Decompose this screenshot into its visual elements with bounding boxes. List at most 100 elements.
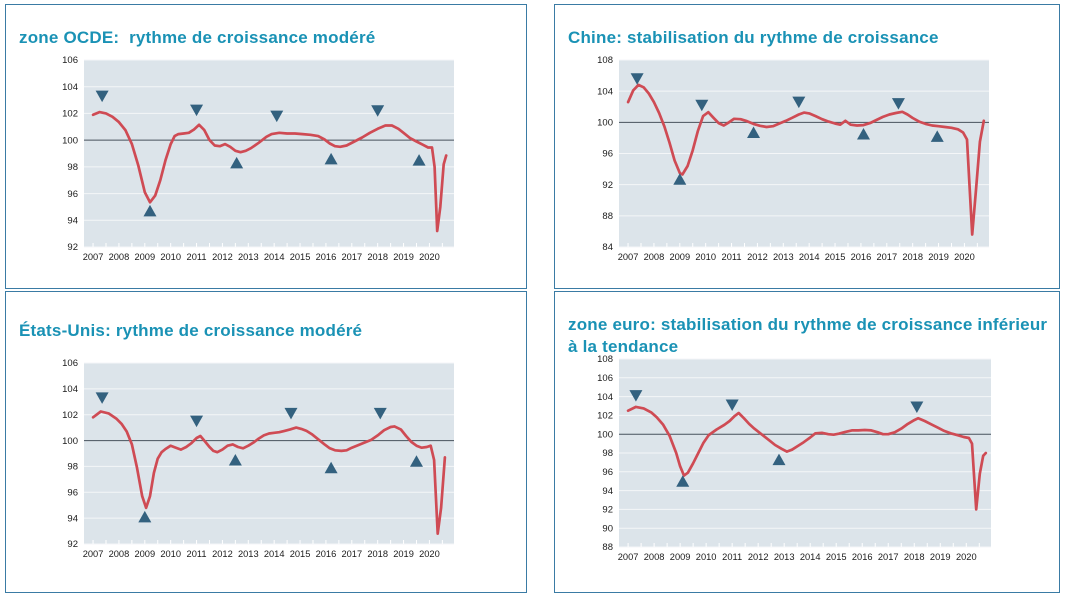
svg-text:2009: 2009 <box>134 549 155 559</box>
svg-text:2013: 2013 <box>773 252 794 262</box>
turning-point-down-marker <box>190 104 204 117</box>
svg-text:98: 98 <box>67 462 78 473</box>
svg-text:100: 100 <box>597 118 613 129</box>
svg-text:92: 92 <box>602 505 613 516</box>
svg-text:2007: 2007 <box>83 252 104 262</box>
turning-point-down-marker <box>284 407 298 420</box>
svg-text:2019: 2019 <box>928 252 949 262</box>
turning-point-up-marker <box>143 204 157 217</box>
svg-text:2014: 2014 <box>800 552 821 562</box>
svg-text:108: 108 <box>597 354 613 365</box>
turning-point-down-marker <box>190 415 204 428</box>
turning-point-down-marker <box>725 399 739 412</box>
svg-text:100: 100 <box>62 135 78 146</box>
svg-text:2010: 2010 <box>160 252 181 262</box>
svg-text:102: 102 <box>62 410 78 421</box>
turning-point-up-marker <box>747 126 761 138</box>
svg-text:90: 90 <box>602 523 613 534</box>
svg-text:100: 100 <box>62 436 78 447</box>
turning-point-down-marker <box>371 105 385 117</box>
svg-text:2007: 2007 <box>618 252 639 262</box>
svg-text:104: 104 <box>62 384 78 395</box>
svg-text:2016: 2016 <box>852 552 873 562</box>
svg-text:106: 106 <box>62 55 78 66</box>
turning-point-up-marker <box>409 455 423 467</box>
turning-point-up-marker <box>324 461 338 474</box>
svg-text:98: 98 <box>602 448 613 459</box>
svg-text:94: 94 <box>67 513 78 524</box>
svg-text:2013: 2013 <box>774 552 795 562</box>
svg-text:2014: 2014 <box>799 252 820 262</box>
svg-text:88: 88 <box>602 542 613 553</box>
svg-text:2010: 2010 <box>696 552 717 562</box>
turning-point-down-marker <box>95 90 109 103</box>
chart-figure-oecd: 106 104 102 100 98 96 94 92 2007 2008 2009 2010 2011… <box>62 55 454 262</box>
panel-euro-zone: zone euro: stabilisation du rythme de cr… <box>554 291 1060 593</box>
turning-point-down-marker <box>910 401 924 413</box>
svg-text:2013: 2013 <box>238 252 259 262</box>
turning-point-up-marker <box>673 173 687 185</box>
svg-text:2019: 2019 <box>393 549 414 559</box>
svg-text:2008: 2008 <box>109 252 130 262</box>
svg-text:96: 96 <box>602 149 613 160</box>
svg-text:2018: 2018 <box>367 252 388 262</box>
turning-point-up-marker <box>676 475 690 487</box>
svg-text:2007: 2007 <box>618 552 639 562</box>
svg-text:106: 106 <box>62 358 78 369</box>
svg-text:84: 84 <box>602 242 613 253</box>
chart-title-united-states: États-Unis: rythme de croissance modéré <box>19 321 363 341</box>
svg-text:2008: 2008 <box>644 552 665 562</box>
turning-point-down-marker <box>891 98 905 110</box>
svg-text:106: 106 <box>597 373 613 384</box>
turning-point-down-marker <box>630 73 644 85</box>
svg-text:2018: 2018 <box>367 549 388 559</box>
svg-text:2011: 2011 <box>722 552 742 562</box>
turning-point-down-marker <box>695 99 709 112</box>
svg-text:108: 108 <box>597 55 613 66</box>
svg-text:2014: 2014 <box>264 549 285 559</box>
chart-figure-euro-zone: 108 106 104 102 100 98 96 94 92 90 88 2007 2008 2009 2… <box>597 354 991 562</box>
chart-figure-united-states: 106 104 102 100 98 96 94 92 2007 2008 2009 2010 2011… <box>62 358 454 559</box>
svg-text:104: 104 <box>62 82 78 93</box>
turning-point-up-marker <box>324 152 338 165</box>
turning-point-up-marker <box>230 156 244 169</box>
svg-text:2015: 2015 <box>290 549 311 559</box>
svg-text:100: 100 <box>597 429 613 440</box>
turning-point-up-marker <box>857 128 871 140</box>
chart-figure-china: 108 104 100 96 92 88 84 2007 2008 2009 2010 2011 201… <box>597 55 989 262</box>
panel-china: Chine: stabilisation du rythme de croiss… <box>554 4 1060 289</box>
svg-text:2020: 2020 <box>419 252 440 262</box>
svg-text:2014: 2014 <box>264 252 285 262</box>
chart-title-china: Chine: stabilisation du rythme de croiss… <box>568 28 939 48</box>
svg-text:2016: 2016 <box>851 252 872 262</box>
svg-text:2009: 2009 <box>134 252 155 262</box>
svg-text:2011: 2011 <box>722 252 742 262</box>
svg-text:2018: 2018 <box>904 552 925 562</box>
svg-text:92: 92 <box>67 242 78 253</box>
panel-united-states: États-Unis: rythme de croissance modéré … <box>5 291 527 593</box>
svg-text:88: 88 <box>602 211 613 222</box>
svg-text:2012: 2012 <box>747 252 768 262</box>
svg-text:2019: 2019 <box>393 252 414 262</box>
svg-text:98: 98 <box>67 162 78 173</box>
svg-text:2009: 2009 <box>670 552 691 562</box>
svg-text:2017: 2017 <box>878 552 899 562</box>
svg-text:2019: 2019 <box>930 552 951 562</box>
turning-point-down-marker <box>792 96 806 109</box>
svg-text:2007: 2007 <box>83 549 104 559</box>
svg-text:104: 104 <box>597 392 613 403</box>
turning-point-up-marker <box>138 510 152 523</box>
svg-text:94: 94 <box>67 215 78 226</box>
svg-text:2013: 2013 <box>238 549 259 559</box>
svg-text:2010: 2010 <box>160 549 181 559</box>
svg-text:92: 92 <box>67 539 78 550</box>
chart-title-oecd: zone OCDE: rythme de croissance modéré <box>19 28 376 48</box>
svg-text:2016: 2016 <box>316 252 337 262</box>
svg-text:2018: 2018 <box>902 252 923 262</box>
svg-text:96: 96 <box>67 487 78 498</box>
turning-point-up-marker <box>772 453 786 466</box>
svg-text:2011: 2011 <box>187 549 207 559</box>
svg-text:2012: 2012 <box>212 252 233 262</box>
turning-point-down-marker <box>373 407 387 420</box>
